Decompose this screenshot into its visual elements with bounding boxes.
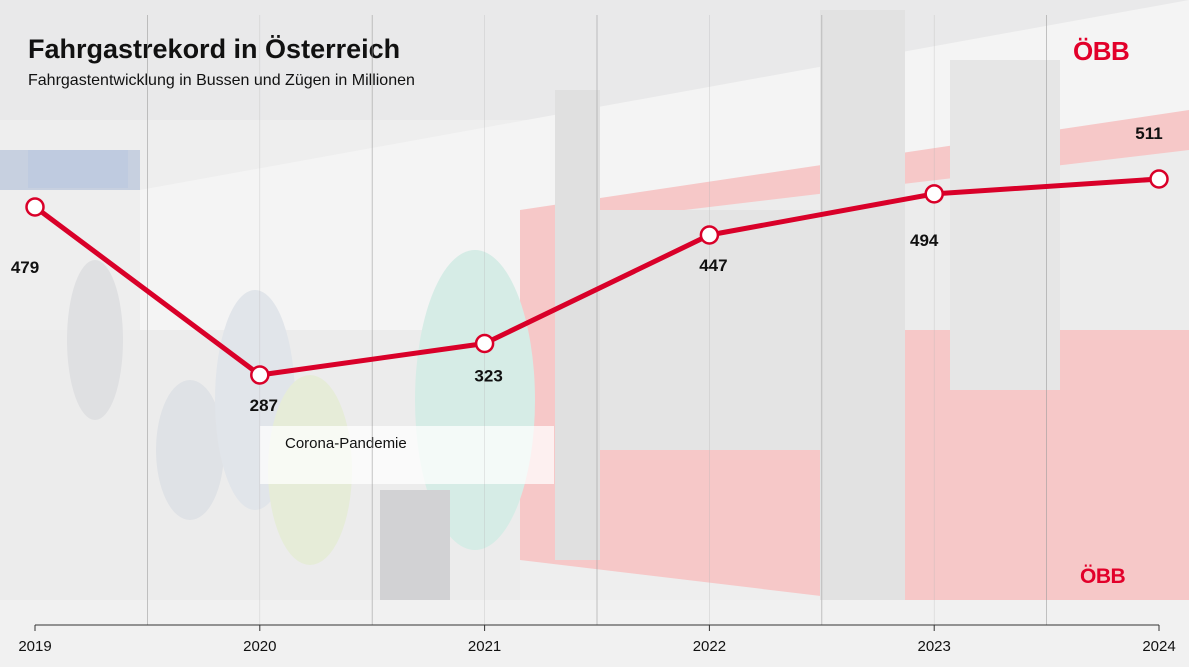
x-tick-label: 2019 <box>18 638 51 655</box>
x-tick-label: 2021 <box>468 638 501 655</box>
annotation-box: Corona-Pandemie <box>260 426 554 484</box>
data-point <box>699 225 720 245</box>
data-label: 494 <box>910 231 939 250</box>
data-label: 323 <box>474 367 502 386</box>
obb-logo-watermark: ÖBB <box>1080 565 1126 588</box>
data-point <box>25 197 45 217</box>
series-line <box>32 176 1162 378</box>
x-tick-label: 2022 <box>693 638 726 655</box>
x-tick-label: 2020 <box>243 638 276 655</box>
data-label: 479 <box>11 258 39 277</box>
data-label: 287 <box>250 396 278 415</box>
annotation-label: Corona-Pandemie <box>285 435 407 452</box>
data-point <box>474 333 495 354</box>
data-label: 447 <box>699 256 727 275</box>
obb-logo: ÖBB <box>1073 36 1130 66</box>
chart-title: Fahrgastrekord in Österreich <box>28 34 401 64</box>
chart-subtitle: Fahrgastentwicklung in Bussen und Zügen … <box>28 72 415 89</box>
data-point <box>250 365 270 385</box>
data-point <box>1149 169 1169 189</box>
x-tick-label: 2024 <box>1142 638 1175 655</box>
data-point <box>924 184 944 204</box>
data-label: 511 <box>1135 124 1162 143</box>
x-tick-label: 2023 <box>918 638 951 655</box>
